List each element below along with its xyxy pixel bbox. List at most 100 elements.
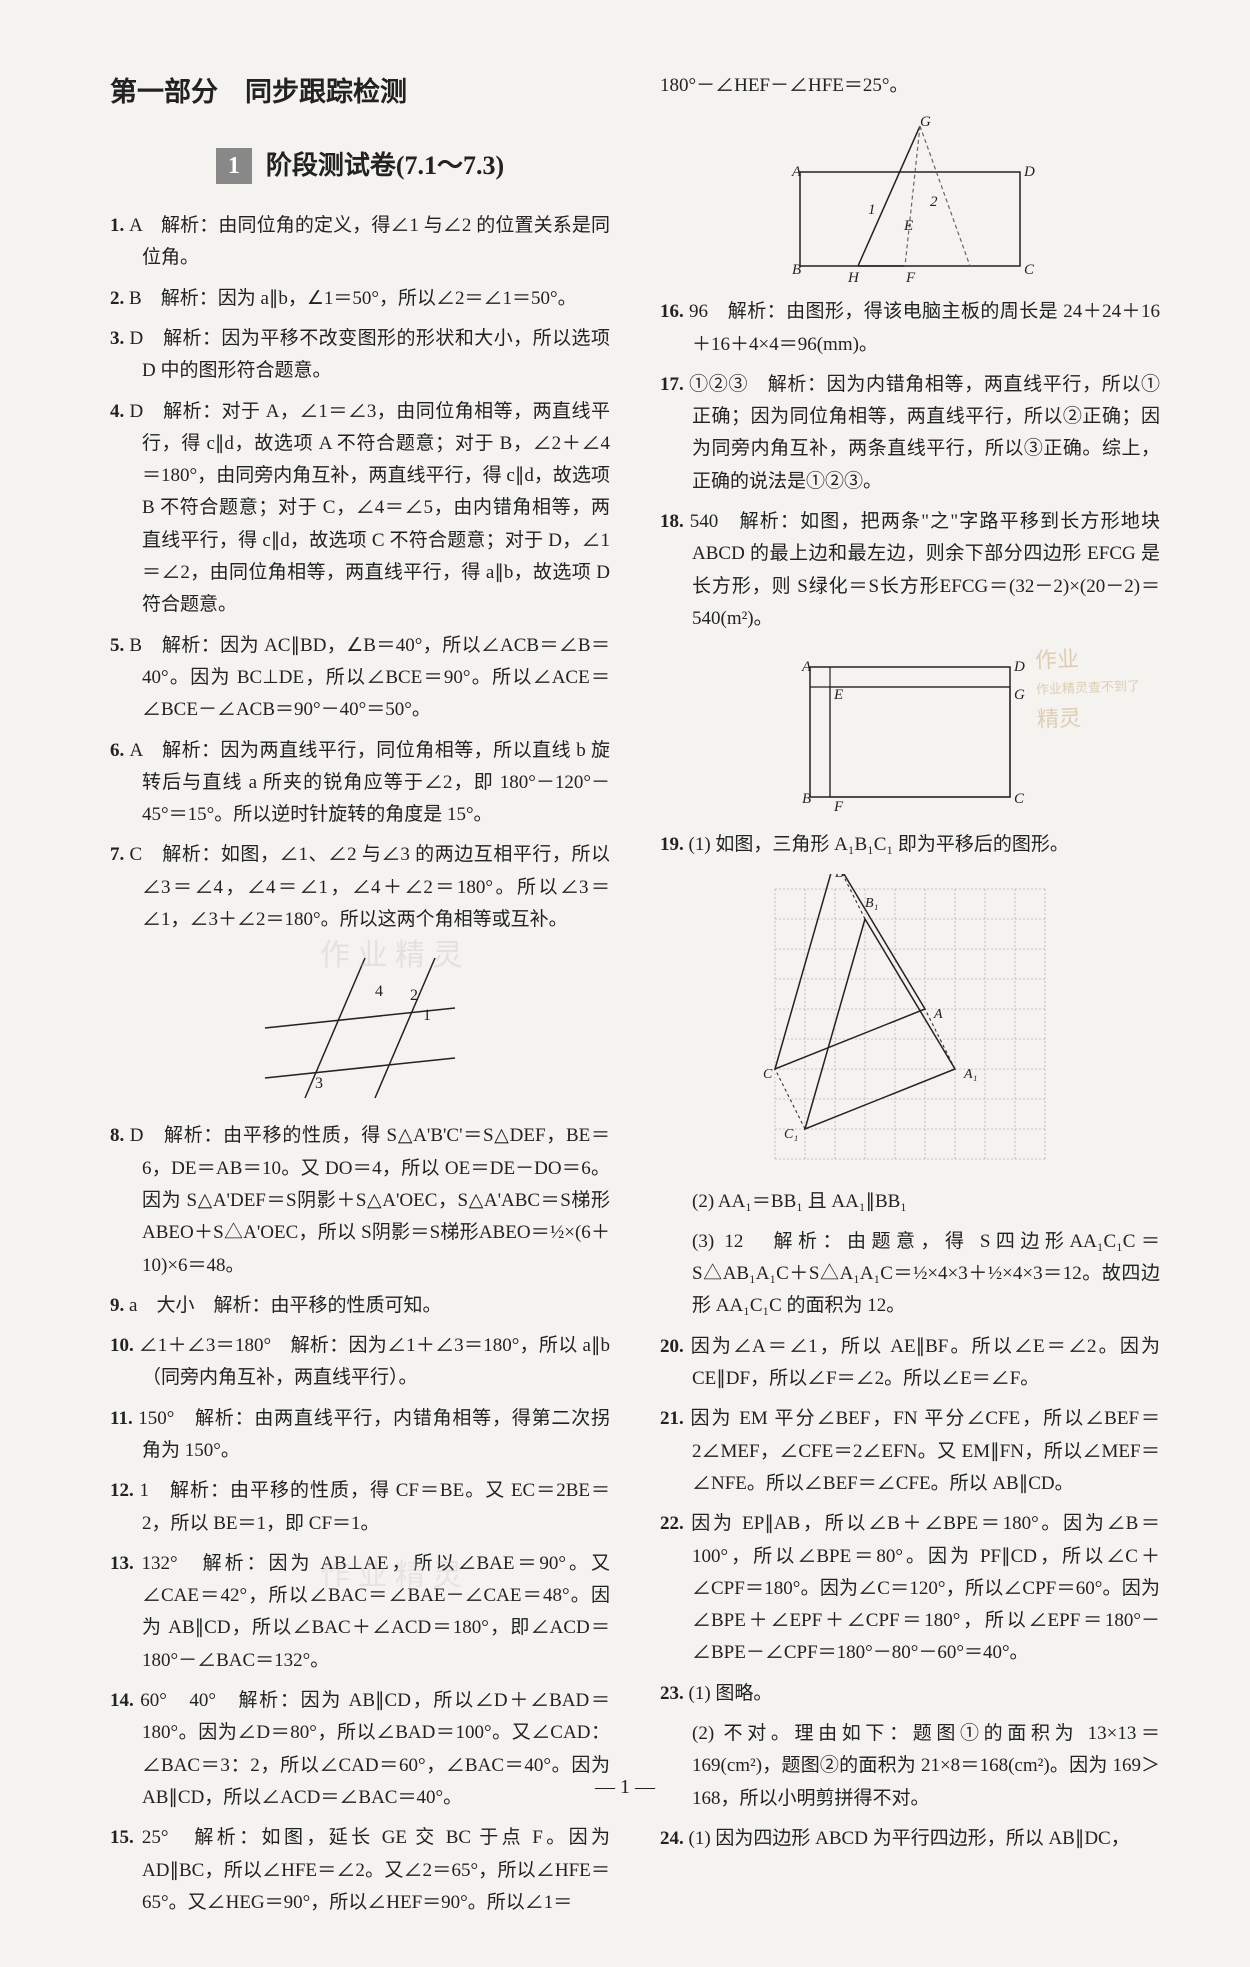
item-answer: A [129, 215, 161, 236]
item-number: 22. [660, 1513, 691, 1534]
answer-item: 10. ∠1＋∠3＝180° 解析：因为∠1＋∠3＝180°，所以 a∥b（同旁… [110, 1330, 610, 1395]
item-number: 17. [660, 374, 689, 395]
answer-item: 4. D 解析：对于 A，∠1＝∠3，由同位角相等，两直线平行，得 c∥d，故选… [110, 396, 610, 622]
item-answer: A [129, 740, 162, 761]
svg-text:3: 3 [315, 1075, 323, 1092]
item-number: 10. [110, 1335, 139, 1356]
item-number: 3. [110, 328, 129, 349]
item-text: 解析：因为 AC∥BD，∠B＝40°，所以∠ACB＝∠B＝40°。因为 BC⊥D… [142, 635, 610, 721]
answer-item: 16. 96 解析：由图形，得该电脑主板的周长是 24＋24＋16＋16＋4×4… [660, 296, 1160, 361]
item-text: 解析：因为平移不改变图形的形状和大小，所以选项 D 中的图形符合题意。 [142, 328, 610, 381]
answer-item: 9. a 大小 解析：由平移的性质可知。 [110, 1290, 610, 1322]
item-number: 23. [660, 1683, 689, 1704]
sub-item: (3) 12 解析：由题意，得 S四边形AA₁C₁C＝S△AB₁A₁C＋S△A₁… [660, 1226, 1160, 1323]
figure-wrap: B₁C₁A₁BCA [660, 874, 1160, 1174]
item-text: 解析：因为两直线平行，同位角相等，所以直线 b 旋转后与直线 a 所夹的锐角应等… [142, 740, 610, 826]
item-answer: 60° 40° [140, 1690, 238, 1711]
svg-text:F: F [905, 270, 916, 284]
item-text: (2) 不对。理由如下：题图①的面积为 13×13＝169(cm²)，题图②的面… [692, 1723, 1160, 1809]
svg-text:B: B [792, 262, 801, 278]
figure-wrap: 4213 [110, 948, 610, 1108]
item-text: 解析：对于 A，∠1＝∠3，由同位角相等，两直线平行，得 c∥d，故选项 A 不… [142, 401, 610, 616]
answer-item: 12. 1 解析：由平移的性质，得 CF＝BE。又 EC＝2BE＝2，所以 BE… [110, 1475, 610, 1540]
item-text: 解析：如图，∠1、∠2 与∠3 的两边互相平行，所以∠3＝∠4，∠4＝∠1，∠4… [142, 844, 610, 930]
item-text: 因为 EM 平分∠BEF，FN 平分∠CFE，所以∠BEF＝2∠MEF，∠CFE… [691, 1408, 1161, 1494]
svg-text:1: 1 [868, 202, 876, 218]
answer-item: 13. 132° 解析：因为 AB⊥AE，所以∠BAE＝90°。又∠CAE＝42… [110, 1548, 610, 1677]
answer-item: 5. B 解析：因为 AC∥BD，∠B＝40°，所以∠ACB＝∠B＝40°。因为… [110, 630, 610, 727]
item-number: 11. [110, 1408, 138, 1429]
item-number: 19. [660, 834, 689, 855]
item-text: (2) AA₁＝BB₁ 且 AA₁∥BB₁ [692, 1191, 907, 1212]
answer-item: 15. 25° 解析：如图，延长 GE 交 BC 于点 F。因为 AD∥BC，所… [110, 1822, 610, 1919]
item-text: 大小 解析：由平移的性质可知。 [156, 1295, 441, 1316]
item-answer: 150° [138, 1408, 195, 1429]
section-title-text: 阶段测试卷(7.1～7.3) [266, 144, 504, 188]
item-text: 解析：如图，把两条"之"字路平移到长方形地块 ABCD 的最上边和最左边，则余下… [692, 511, 1160, 629]
item-answer: D [130, 1125, 164, 1146]
item-answer: 25° [142, 1827, 194, 1848]
item-text: (3) 12 解析：由题意，得 S四边形AA₁C₁C＝S△AB₁A₁C＋S△A₁… [692, 1231, 1160, 1317]
item-answer: B [129, 288, 161, 309]
answer-item: 7. C 解析：如图，∠1、∠2 与∠3 的两边互相平行，所以∠3＝∠4，∠4＝… [110, 839, 610, 936]
page-number: — 1 — [595, 1770, 655, 1804]
item-number: 9. [110, 1295, 129, 1316]
svg-text:C: C [1014, 791, 1025, 807]
item-number: 1. [110, 215, 129, 236]
item-number: 18. [660, 511, 690, 532]
svg-text:G: G [1014, 687, 1025, 703]
item-answer: C [130, 844, 163, 865]
item-answer: a [129, 1295, 156, 1316]
svg-text:A: A [801, 659, 812, 675]
item-number: 12. [110, 1480, 140, 1501]
svg-text:1: 1 [423, 1007, 431, 1024]
section-title: 1 阶段测试卷(7.1～7.3) [110, 144, 610, 188]
answer-item: 18. 540 解析：如图，把两条"之"字路平移到长方形地块 ABCD 的最上边… [660, 506, 1160, 635]
figure-fig15: ADBCGHF12E [770, 114, 1050, 284]
answer-item: 14. 60° 40° 解析：因为 AB∥CD，所以∠D＋∠BAD＝180°。因… [110, 1685, 610, 1814]
answer-item: 20. 因为∠A＝∠1，所以 AE∥BF。所以∠E＝∠2。因为 CE∥DF，所以… [660, 1331, 1160, 1396]
item-answer: 540 [690, 511, 740, 532]
svg-text:H: H [847, 270, 860, 284]
item-number: 14. [110, 1690, 140, 1711]
figure-fig18: ADBCEGF [780, 647, 1040, 817]
item-answer: ①②③ [689, 374, 768, 395]
sub-item: (2) AA₁＝BB₁ 且 AA₁∥BB₁ [660, 1186, 1160, 1218]
answer-item: 2. B 解析：因为 a∥b，∠1＝50°，所以∠2＝∠1＝50°。 [110, 283, 610, 315]
answer-item: 3. D 解析：因为平移不改变图形的形状和大小，所以选项 D 中的图形符合题意。 [110, 323, 610, 388]
item-text: 解析：因为 a∥b，∠1＝50°，所以∠2＝∠1＝50°。 [161, 288, 577, 309]
item-number: 7. [110, 844, 130, 865]
svg-text:A₁: A₁ [963, 1067, 977, 1082]
item-number: 8. [110, 1125, 130, 1146]
answer-item: 24. (1) 因为四边形 ABCD 为平行四边形，所以 AB∥DC， [660, 1823, 1160, 1855]
svg-text:A: A [791, 164, 802, 180]
answer-item: 6. A 解析：因为两直线平行，同位角相等，所以直线 b 旋转后与直线 a 所夹… [110, 735, 610, 832]
item-text: (1) 因为四边形 ABCD 为平行四边形，所以 AB∥DC， [689, 1828, 1130, 1849]
item-text: (1) 如图，三角形 A₁B₁C₁ 即为平移后的图形。 [689, 834, 1069, 855]
sub-item: (2) 不对。理由如下：题图①的面积为 13×13＝169(cm²)，题图②的面… [660, 1718, 1160, 1815]
svg-text:B: B [835, 874, 844, 881]
svg-text:2: 2 [410, 987, 418, 1004]
answer-item: 8. D 解析：由平移的性质，得 S△A'B'C'＝S△DEF，BE＝6，DE＝… [110, 1120, 610, 1281]
item-text: (1) 图略。 [689, 1683, 773, 1704]
svg-text:C: C [763, 1067, 773, 1082]
item-text: 因为∠A＝∠1，所以 AE∥BF。所以∠E＝∠2。因为 CE∥DF，所以∠F＝∠… [691, 1336, 1160, 1389]
answer-item: 1. A 解析：由同位角的定义，得∠1 与∠2 的位置关系是同位角。 [110, 210, 610, 275]
item-answer: ∠1＋∠3＝180° [139, 1335, 291, 1356]
answer-item: 17. ①②③ 解析：因为内错角相等，两直线平行，所以①正确；因为同位角相等，两… [660, 369, 1160, 498]
item-text: 因为 EP∥AB，所以∠B＋∠BPE＝180°。因为∠B＝100°，所以∠BPE… [691, 1513, 1160, 1663]
item-text: 解析：由平移的性质，得 S△A'B'C'＝S△DEF，BE＝6，DE＝AB＝10… [142, 1125, 610, 1275]
item-number: 6. [110, 740, 129, 761]
svg-text:B₁: B₁ [865, 896, 878, 911]
svg-text:D: D [1013, 659, 1025, 675]
item-number: 2. [110, 288, 129, 309]
item-text: 解析：因为 AB⊥AE，所以∠BAE＝90°。又∠CAE＝42°，所以∠BAC＝… [142, 1553, 610, 1671]
figure-fig19: B₁C₁A₁BCA [760, 874, 1060, 1174]
item-number: 16. [660, 301, 689, 322]
answer-item: 21. 因为 EM 平分∠BEF，FN 平分∠CFE，所以∠BEF＝2∠MEF，… [660, 1403, 1160, 1500]
item-number: 5. [110, 635, 129, 656]
item-answer: D [129, 401, 163, 422]
svg-text:B: B [802, 791, 811, 807]
left-column: 第一部分 同步跟踪检测 1 阶段测试卷(7.1～7.3) 1. A 解析：由同位… [110, 70, 610, 1927]
answer-item: 19. (1) 如图，三角形 A₁B₁C₁ 即为平移后的图形。 [660, 829, 1160, 861]
